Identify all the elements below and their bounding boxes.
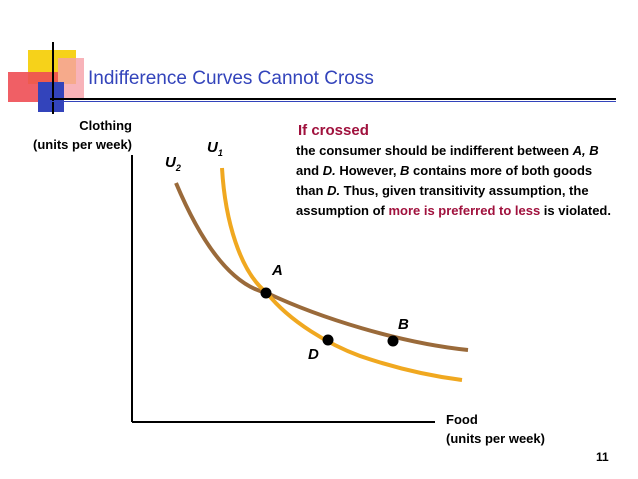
curve-label-u2-main: U	[165, 154, 176, 171]
note-text-3: However,	[335, 163, 401, 178]
note-text-6: is violated.	[540, 203, 611, 218]
note-heading: If crossed	[298, 122, 369, 139]
point-d-label: D	[308, 346, 319, 363]
note-text-4: contains more of both goods than	[296, 163, 593, 198]
curve-label-u2-sub: 2	[175, 163, 181, 173]
note-text-b: B	[400, 163, 410, 178]
note-text-red: more is preferred to less	[388, 203, 541, 218]
x-axis-label-line2: (units per week)	[446, 431, 545, 446]
curve-u1	[220, 167, 463, 382]
point-a-dot	[260, 287, 272, 299]
note-text-d2: D.	[327, 183, 341, 198]
y-axis-label-line1: Clothing	[79, 118, 132, 133]
note-body: the consumer should be indifferent betwe…	[296, 141, 616, 221]
deco-vertical-rule	[52, 42, 54, 114]
curve-label-u2: U2	[165, 154, 181, 173]
point-d-dot	[322, 334, 334, 346]
deco-blue-square	[38, 82, 64, 112]
curve-label-u1: U1	[207, 139, 223, 158]
slide-title: Indifference Curves Cannot Cross	[88, 68, 374, 89]
curve-label-u1-main: U	[207, 139, 218, 156]
title-underline-blue	[50, 101, 616, 102]
note-text-1: the consumer should be indifferent betwe…	[296, 143, 573, 158]
curve-label-u1-sub: 1	[217, 148, 223, 158]
y-axis-label-line2: (units per week)	[33, 137, 132, 152]
point-b-dot	[387, 335, 399, 347]
note-text-a: A, B	[572, 143, 599, 158]
y-axis-label: Clothing (units per week)	[33, 116, 132, 154]
note-text-d: D.	[322, 163, 336, 178]
point-a-label: A	[272, 262, 283, 279]
x-axis-label: Food (units per week)	[446, 410, 545, 448]
point-b-label: B	[398, 316, 409, 333]
x-axis-label-line1: Food	[446, 412, 478, 427]
title-underline	[50, 98, 616, 100]
note-text-5: Thus, given transitivity assumption, the…	[296, 183, 589, 218]
note-text-2: and	[296, 163, 323, 178]
page-number: 11	[596, 450, 609, 464]
